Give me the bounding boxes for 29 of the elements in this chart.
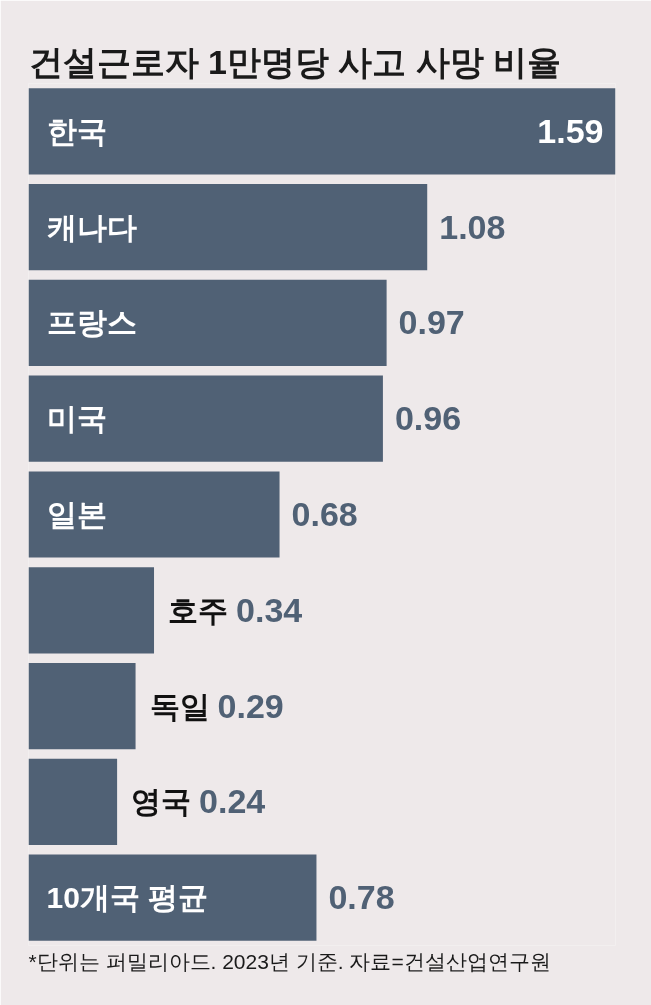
bar [28,88,616,175]
bar [28,184,428,271]
bar [28,375,383,462]
y-tick-label: 캐나다 [46,210,137,244]
bar [28,279,387,367]
y-tick-label: 독일 [149,689,210,723]
data-label: 0.34 [236,590,303,629]
y-tick-label: 영국 [131,785,192,819]
chart-title: 건설근로자 1만명당 사고 사망 비율 [28,42,562,81]
y-tick-label: 10개국 평균 [46,881,209,915]
data-label: 1.59 [537,111,604,150]
data-label: 1.08 [439,207,506,246]
data-label: 0.68 [291,495,358,533]
bar [28,471,280,558]
y-tick-label: 일본 [46,498,107,531]
data-label: 0.78 [328,878,395,917]
bar [28,662,136,750]
y-tick-label: 호주 [168,593,229,627]
data-label: 0.96 [394,399,462,438]
data-label: 0.24 [199,782,266,821]
bar [28,758,118,845]
y-tick-label: 미국 [46,402,107,436]
bar [28,567,155,654]
bar [28,854,317,941]
y-tick-label: 프랑스 [46,306,137,340]
text: *단위는 퍼밀리아드. 2023년 기준. 자료=건설산업연구원 [28,949,551,973]
data-label: 0.97 [398,303,465,342]
data-label: 0.29 [217,686,284,725]
y-tick-label: 한국 [46,114,107,148]
